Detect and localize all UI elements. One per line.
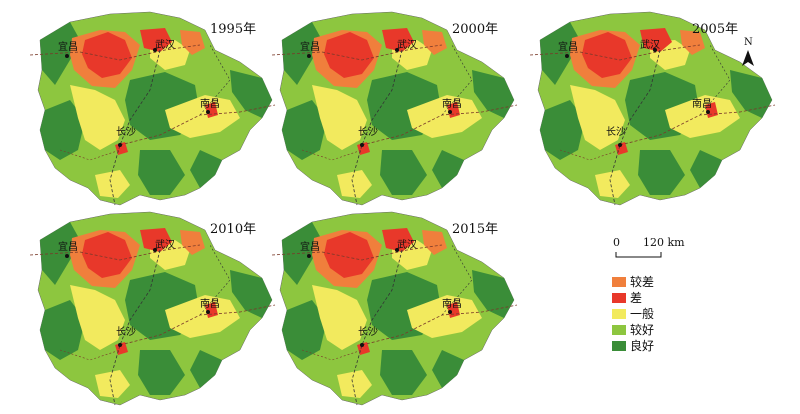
legend-label: 一般 [630,306,654,321]
legend-item: 差 [612,291,642,305]
legend-item: 良好 [612,338,654,353]
legend-item: 一般 [612,306,654,321]
city-label-changsha: 长沙 [606,126,626,138]
city-label-yichang: 宜昌 [558,40,578,53]
north-arrow: N [742,37,754,66]
legend-label: 良好 [630,338,654,353]
city-label-yichang: 宜昌 [300,40,320,53]
year-label: 2010年 [210,222,256,237]
city-label-changsha: 长沙 [116,326,136,338]
scale-zero-label: 0 [613,236,620,249]
city-label-wuhan: 武汉 [155,238,175,251]
city-label-wuhan: 武汉 [397,238,417,251]
legend-label: 较好 [630,322,654,337]
legend: 较差 差 一般 较好 良好 [612,274,654,353]
city-label-yichang: 宜昌 [300,240,320,253]
legend-item: 较好 [612,322,654,337]
legend-item: 较差 [612,274,654,289]
city-label-nanchang: 南昌 [442,97,462,110]
city-label-wuhan: 武汉 [155,38,175,51]
legend-swatch [612,309,626,319]
legend-label: 差 [630,291,642,305]
city-label-wuhan: 武汉 [397,38,417,51]
legend-label: 较差 [630,274,654,289]
city-label-yichang: 宜昌 [58,40,78,53]
city-label-nanchang: 南昌 [442,297,462,310]
map-panel-2005: 2005年 宜昌 武汉 南昌 长沙 [529,11,776,206]
year-label: 2000年 [452,22,498,37]
city-label-nanchang: 南昌 [200,297,220,310]
legend-swatch [612,277,626,287]
city-label-changsha: 长沙 [358,326,378,338]
year-label: 2015年 [452,222,498,237]
city-label-wuhan: 武汉 [640,38,660,51]
city-label-yichang: 宜昌 [58,240,78,253]
map-panel-2015: 2015年 宜昌 武汉 南昌 长沙 [271,211,518,406]
map-panel-2000: 2000年 宜昌 武汉 南昌 长沙 [271,11,518,206]
city-label-nanchang: 南昌 [692,97,712,110]
legend-swatch [612,325,626,335]
legend-swatch [612,293,626,303]
map-panel-2010: 2010年 宜昌 武汉 南昌 长沙 [29,211,276,406]
year-label: 1995年 [210,22,256,37]
north-label: N [744,37,753,48]
map-panel-1995: 1995年 宜昌 武汉 南昌 长沙 [29,11,276,206]
city-label-changsha: 长沙 [358,126,378,138]
legend-swatch [612,341,626,351]
city-label-nanchang: 南昌 [200,97,220,110]
city-label-changsha: 长沙 [116,126,136,138]
year-label: 2005年 [692,22,738,37]
scale-end-label: 120 km [643,236,685,249]
scale-bar: 0 120 km [613,236,685,258]
